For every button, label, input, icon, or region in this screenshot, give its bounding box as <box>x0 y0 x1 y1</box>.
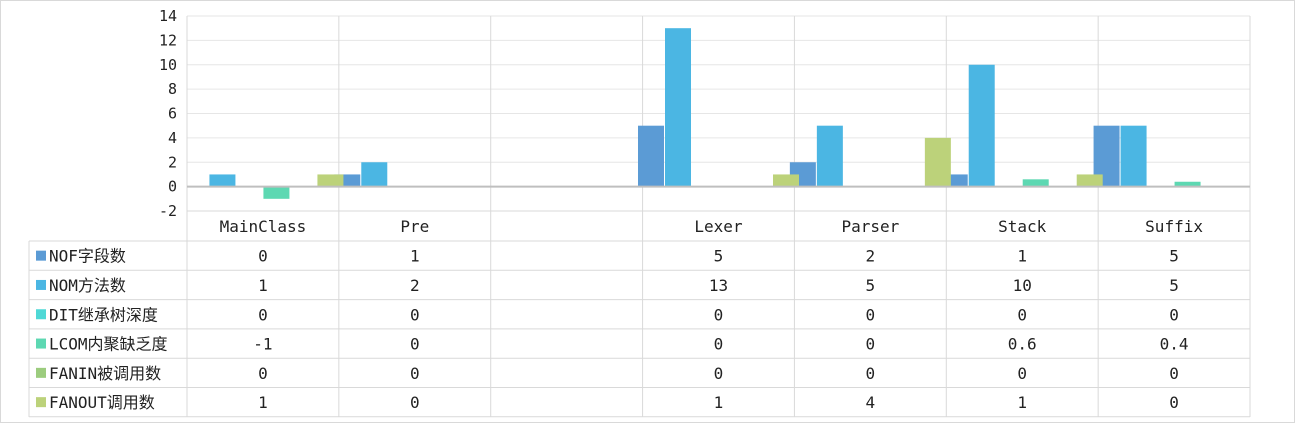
table-cell: 0.6 <box>1008 335 1037 354</box>
table-cell: 0 <box>410 393 420 412</box>
y-axis-tick-labels: 14 12 10 8 6 4 2 0 -2 <box>159 7 177 220</box>
y-tick-label: 0 <box>168 178 177 196</box>
table-cell: 0 <box>258 247 268 266</box>
category-label: Lexer <box>694 217 743 236</box>
table-cell: 0 <box>714 305 724 324</box>
series-name: NOF字段数 <box>49 247 126 266</box>
y-tick-label: 4 <box>168 129 177 147</box>
y-tick-label: 10 <box>159 56 177 74</box>
bar-parser-series-1 <box>816 125 843 187</box>
series-name: LCOM内聚缺乏度 <box>49 335 168 354</box>
category-label: Pre <box>400 217 429 236</box>
category-label: Suffix <box>1145 217 1203 236</box>
bar-lexer-series-5 <box>773 174 799 187</box>
bar-suffix-series-1 <box>1120 125 1147 187</box>
table-cell: 0 <box>1169 393 1179 412</box>
table-cell: 1 <box>410 247 420 266</box>
table-cell: 0 <box>714 335 724 354</box>
table-cell: 0 <box>410 305 420 324</box>
bar-stack-series-3 <box>1022 179 1049 187</box>
table-cell: 2 <box>866 247 876 266</box>
table-cell: 0 <box>258 305 268 324</box>
series-name: DIT继承树深度 <box>49 305 158 324</box>
gridlines <box>186 15 1251 417</box>
category-label: Parser <box>841 217 899 236</box>
category-label: MainClass <box>220 217 307 236</box>
y-tick-label: 14 <box>159 7 177 25</box>
table-cell: 5 <box>866 276 876 295</box>
table-cell: 10 <box>1013 276 1032 295</box>
y-tick-label: 6 <box>168 105 177 123</box>
legend-key-series-0 <box>36 250 46 261</box>
legend-key-series-1 <box>36 279 46 290</box>
y-tick-label: 8 <box>168 80 177 98</box>
table-cell: 1 <box>258 276 268 295</box>
table-cell: 0 <box>1169 305 1179 324</box>
table-cell: 0 <box>258 364 268 383</box>
table-cell: 1 <box>714 393 724 412</box>
table-cell: 0 <box>714 364 724 383</box>
bar-stack-series-1 <box>968 64 995 187</box>
table-cell: 5 <box>1169 247 1179 266</box>
table-cell: 1 <box>1017 393 1027 412</box>
table-cell: 0 <box>1017 364 1027 383</box>
series-name: FANOUT调用数 <box>49 393 155 412</box>
legend-key-series-3 <box>36 338 46 349</box>
table-cell: 0 <box>866 364 876 383</box>
legend-key-series-5 <box>36 397 46 408</box>
bar-lexer-series-1 <box>665 28 691 187</box>
bar-lexer-series-0 <box>638 125 664 187</box>
table-cell: 0 <box>1169 364 1179 383</box>
data-table: MainClass Pre Lexer Parser Stack Suffix NOF字段数… <box>28 210 1250 418</box>
table-cell: 2 <box>410 276 420 295</box>
bar-mainclass-series-5 <box>317 174 344 187</box>
table-cell: 5 <box>714 247 724 266</box>
table-cell: 0 <box>866 335 876 354</box>
legend-key-series-4 <box>36 367 46 378</box>
category-label: Stack <box>998 217 1047 236</box>
y-tick-label: 2 <box>168 153 177 171</box>
series-name: FANIN被调用数 <box>49 364 161 383</box>
table-cell: 1 <box>1017 247 1027 266</box>
bar-pre-series-1 <box>361 162 388 187</box>
y-tick-label: 12 <box>159 31 177 49</box>
table-cell: 5 <box>1169 276 1179 295</box>
y-tick-label: -2 <box>159 202 177 220</box>
table-cell: 0 <box>410 364 420 383</box>
legend-key-series-2 <box>36 309 46 320</box>
table-cell: 0 <box>1017 305 1027 324</box>
bar-stack-series-5 <box>1076 174 1103 187</box>
bar-mainclass-series-3 <box>263 186 290 199</box>
table-cell: 13 <box>709 276 728 295</box>
series-name: NOM方法数 <box>49 276 126 295</box>
bars <box>187 28 1250 199</box>
bar-mainclass-series-1 <box>209 174 236 187</box>
table-cell: 0 <box>866 305 876 324</box>
bar-suffix-series-3 <box>1174 181 1201 187</box>
table-cell: -1 <box>253 335 272 354</box>
table-cell: 0.4 <box>1160 335 1189 354</box>
table-cell: 1 <box>258 393 268 412</box>
bar-parser-series-5 <box>924 137 951 187</box>
table-cell: 0 <box>410 335 420 354</box>
table-cell: 4 <box>866 393 876 412</box>
